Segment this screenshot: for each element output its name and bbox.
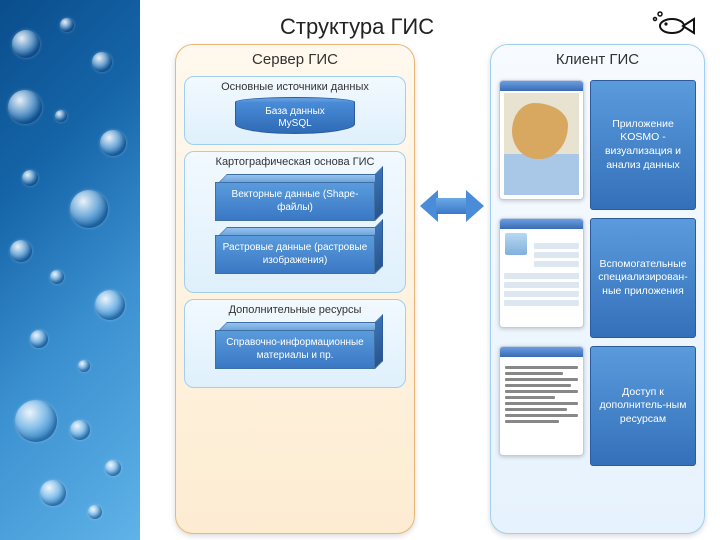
- client-row-aux: Вспомогательные специализирован-ные прил…: [499, 218, 696, 338]
- page-title: Структура ГИС: [280, 14, 434, 40]
- client-panel: Клиент ГИС Приложение KOSMO - визуализац…: [490, 44, 705, 534]
- map-thumbnail-icon: [499, 80, 584, 200]
- client-label: Вспомогательные специализирован-ные прил…: [590, 218, 696, 338]
- server-section-sources: Основные источники данных База данных My…: [184, 76, 406, 145]
- server-panel-title: Сервер ГИС: [176, 45, 414, 72]
- vector-data-block: Векторные данные (Shape-файлы): [215, 174, 375, 221]
- section-title: Дополнительные ресурсы: [191, 304, 399, 316]
- db-label-1: База данных: [265, 106, 325, 118]
- document-thumbnail-icon: [499, 346, 584, 456]
- server-section-extra: Дополнительные ресурсы Справочно-информа…: [184, 299, 406, 388]
- client-row-kosmo: Приложение KOSMO - визуализация и анализ…: [499, 80, 696, 210]
- client-label: Доступ к дополнитель-ным ресурсам: [590, 346, 696, 466]
- section-title: Картографическая основа ГИС: [191, 156, 399, 168]
- raster-data-block: Растровые данные (растровые изображения): [215, 227, 375, 274]
- client-row-resources: Доступ к дополнитель-ным ресурсам: [499, 346, 696, 466]
- client-panel-title: Клиент ГИС: [491, 45, 704, 72]
- form-thumbnail-icon: [499, 218, 584, 328]
- db-label-2: MySQL: [278, 118, 311, 130]
- water-sidebar: [0, 0, 140, 540]
- reference-block: Справочно-информационные материалы и пр.: [215, 322, 375, 369]
- fish-logo-icon: [652, 10, 700, 38]
- client-label: Приложение KOSMO - визуализация и анализ…: [590, 80, 696, 210]
- bidirectional-arrow-icon: [420, 184, 484, 228]
- server-panel: Сервер ГИС Основные источники данных Баз…: [175, 44, 415, 534]
- server-section-carto: Картографическая основа ГИС Векторные да…: [184, 151, 406, 293]
- section-title: Основные источники данных: [191, 81, 399, 93]
- database-icon: База данных MySQL: [235, 97, 355, 134]
